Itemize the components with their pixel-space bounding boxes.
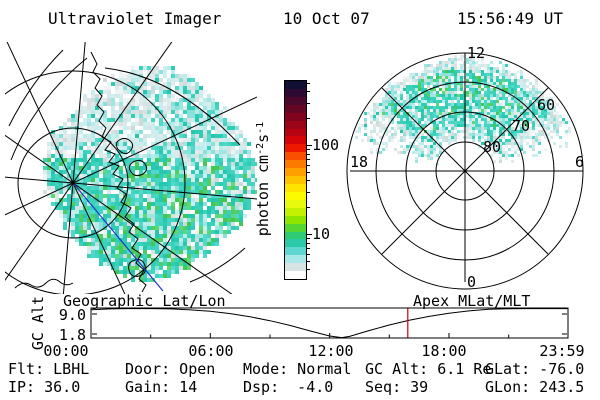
colorbar-segment — [285, 183, 306, 192]
orbit-xtick-2359: 23:59 — [539, 342, 585, 360]
status-mode: Mode: Normal — [243, 360, 352, 378]
colorbar-segment — [285, 239, 306, 248]
colorbar-segment — [285, 199, 306, 208]
colorbar-segment — [285, 176, 306, 184]
colorbar-minor-tick — [306, 164, 310, 166]
uv-image-pixels-polar — [355, 55, 571, 166]
colorbar-ticks — [306, 80, 314, 279]
colorbar-minor-tick — [306, 242, 310, 244]
colorbar-segment — [285, 144, 306, 153]
orbit-altitude-plot — [90, 307, 569, 339]
colorbar-segment — [285, 191, 306, 200]
status-glon: GLon: 243.5 — [485, 378, 585, 396]
coastline-antarctica — [14, 51, 148, 293]
colorbar — [284, 80, 307, 280]
mlat-label-60: 60 — [537, 96, 555, 114]
colorbar-segment — [285, 247, 306, 256]
colorbar-minor-tick — [306, 238, 310, 240]
orbit-plot-box — [90, 307, 569, 339]
colorbar-segment — [285, 81, 306, 89]
colorbar-label-sup2: -1 — [255, 121, 266, 134]
colorbar-segment — [285, 168, 306, 177]
colorbar-minor-tick — [306, 260, 310, 262]
status-dsp: Dsp: -4.0 — [243, 378, 334, 396]
colorbar-segment — [285, 223, 306, 232]
apex-polar-uv-image: 12 18 6 0 80 70 60 — [346, 44, 584, 290]
orbit-ytick-1.8: 1.8 — [58, 326, 86, 344]
colorbar-major-tick — [306, 145, 312, 146]
colorbar-minor-tick — [306, 191, 310, 193]
mlt-label-18: 18 — [350, 153, 368, 171]
colorbar-label-base1: photon cm — [254, 154, 272, 237]
orbit-yticks — [92, 313, 567, 335]
colorbar-minor-tick — [306, 91, 310, 93]
colorbar-segment — [285, 160, 306, 169]
mlt-label-0: 0 — [467, 273, 476, 290]
orbit-xtick-1200: 12:00 — [308, 342, 354, 360]
colorbar-tick-100: 100 — [312, 136, 340, 154]
right-panel-caption: Apex MLat/MLT — [413, 292, 531, 310]
status-seq: Seq: 39 — [365, 378, 429, 396]
colorbar-minor-tick — [306, 171, 310, 173]
colorbar-segment — [285, 255, 306, 264]
left-panel-caption: Geographic Lat/Lon — [63, 292, 226, 310]
status-gcalt: GC Alt: 6.1 Re — [365, 360, 492, 378]
status-gain: Gain: 14 — [125, 378, 198, 396]
status-glat: GLat: -76.0 — [485, 360, 585, 378]
colorbar-minor-tick — [306, 102, 310, 104]
colorbar-minor-tick — [306, 158, 310, 160]
geographic-graticule — [5, 42, 257, 294]
colorbar-segment — [285, 120, 306, 129]
colorbar-tick-10: 10 — [312, 225, 331, 243]
colorbar-segment — [285, 231, 306, 240]
colorbar-minor-tick — [306, 207, 310, 209]
orbit-xticks — [150, 333, 510, 338]
orbit-ytick-9: 9.0 — [58, 306, 86, 324]
status-ip: IP: 36.0 — [8, 378, 81, 396]
colorbar-axis-label: photon cm-2s-1 — [246, 80, 280, 278]
colorbar-segment — [285, 263, 306, 272]
instrument-title: Ultraviolet Imager — [48, 9, 222, 28]
colorbar-segment — [285, 207, 306, 216]
orbit-xtick-1800: 18:00 — [421, 342, 467, 360]
status-door: Door: Open — [125, 360, 216, 378]
colorbar-segment — [285, 271, 306, 280]
colorbar-minor-tick — [306, 153, 310, 155]
colorbar-minor-tick — [306, 149, 310, 151]
geographic-uv-image — [5, 42, 257, 294]
status-flt: Flt: LBHL — [8, 360, 90, 378]
colorbar-major-tick — [306, 234, 312, 235]
orbit-altitude-curve — [90, 308, 568, 339]
colorbar-segment — [285, 104, 306, 113]
colorbar-label-base2: s — [254, 133, 272, 143]
colorbar-segment — [285, 128, 306, 137]
uv-image-pixels-geographic — [43, 66, 257, 282]
colorbar-segment — [285, 152, 306, 161]
colorbar-minor-tick — [306, 82, 310, 84]
colorbar-minor-tick — [306, 247, 310, 249]
colorbar-minor-tick — [306, 269, 310, 271]
orbit-xtick-0000: 00:00 — [43, 342, 89, 360]
polar-grid — [346, 52, 584, 290]
time-label: 15:56:49 UT — [457, 9, 563, 28]
mlt-label-6: 6 — [575, 153, 584, 171]
colorbar-minor-tick — [306, 253, 310, 255]
colorbar-segment — [285, 136, 306, 145]
colorbar-segment — [285, 215, 306, 224]
meridian-track-line — [73, 183, 164, 292]
colorbar-segment — [285, 88, 306, 97]
colorbar-label-sup1: -2 — [255, 142, 266, 155]
mlat-label-80: 80 — [483, 138, 501, 156]
mlt-label-12: 12 — [467, 44, 485, 62]
orbit-xtick-0600: 06:00 — [188, 342, 234, 360]
colorbar-minor-tick — [306, 180, 310, 182]
colorbar-segment — [285, 96, 306, 105]
date-label: 10 Oct 07 — [283, 9, 370, 28]
colorbar-segment — [285, 112, 306, 121]
mlat-label-70: 70 — [512, 117, 530, 135]
colorbar-minor-tick — [306, 118, 310, 120]
